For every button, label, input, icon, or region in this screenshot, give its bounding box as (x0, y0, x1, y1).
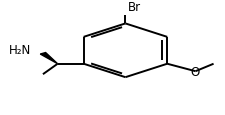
Text: Br: Br (127, 1, 140, 14)
Text: O: O (189, 65, 198, 78)
Polygon shape (40, 53, 57, 64)
Text: H₂N: H₂N (9, 43, 31, 56)
